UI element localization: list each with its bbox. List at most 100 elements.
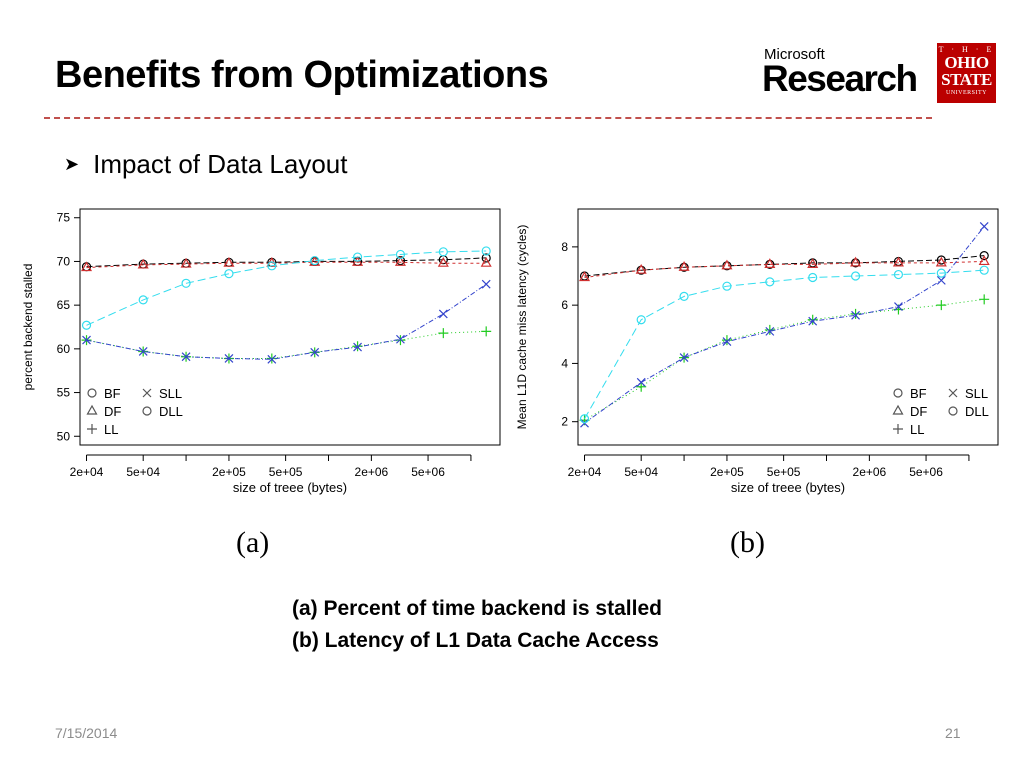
panel-label-a: (a) [236,526,270,559]
chart-a-line-sll [86,283,487,360]
chart-b-legend-label-dll: DLL [965,404,989,419]
chart-a-point-ll [438,328,449,339]
chart-b-legend: BF SLL DF DLL LL [892,386,989,437]
chart-b-point-dll [893,269,904,280]
chart-b-xtick-label: 2e+05 [710,465,744,479]
chart-a-plot-frame [79,208,501,446]
chart-b-point-sll [679,353,689,363]
chart-b-point-sll [765,326,775,336]
chart-b-line-bf [584,255,985,277]
chart-b-legend-label-bf: BF [910,386,927,401]
chart-b-point-ll [636,381,647,392]
chart-b-legend-label-df: DF [910,404,927,419]
chart-a-xtick-label: 5e+04 [126,465,160,479]
chart-b-point-dll [850,271,861,281]
chart-b-point-dll [579,414,590,424]
chart-b-point-df [935,256,947,267]
chart-a-point-df [352,256,364,266]
chart-a-legend-marker-df [86,404,98,415]
chart-b-point-df [678,261,690,271]
chart-b-point-df [978,255,990,266]
chart-a-point-dll [138,295,148,305]
chart-b-line-ll [584,298,985,421]
chart-a-point-bf [481,253,491,263]
osu-ohio-text: OHIO [944,53,989,72]
osu-state-text: STATE [941,70,992,89]
chart-a-point-dll [352,252,363,262]
chart-a-legend-label-bf: BF [104,386,121,401]
chart-a-point-df [437,256,449,267]
chart-a-line-dll [86,250,487,326]
chart-a-point-dll [181,278,191,288]
chart-b-legend-marker-sll [948,388,958,398]
chart-b-xtick-label: 2e+06 [853,465,887,479]
chart-a-legend-marker-ll [87,424,97,434]
chart-a-backend-stalled: 50 55 60 65 70 75 2e+04 5e+04 2e+05 5e+05 2e+06 5e+… [21,208,501,495]
chart-a-legend-marker-dll [142,406,152,416]
microsoft-research-logo: Microsoft Research [762,46,932,102]
bullet-text: Impact of Data Layout [93,149,348,179]
chart-b-point-ll [850,308,861,319]
chart-a-ytick-label: 65 [57,298,71,312]
chart-a-xtick-label: 2e+05 [212,465,246,479]
chart-a-series-dll [81,246,491,330]
chart-b-point-sll [894,302,903,312]
chart-a-ytick-label: 70 [57,254,71,268]
chart-b-point-dll [936,268,946,278]
chart-a-point-df [309,256,321,266]
chart-a-point-df [480,256,492,267]
chart-a-point-df [137,258,149,269]
chart-b-point-sll [979,222,989,231]
chart-b-plot-frame [577,208,999,446]
chart-b-point-ll [936,300,947,311]
chart-a-legend-label-ll: LL [104,422,118,437]
chart-b-point-bf [936,255,946,265]
chart-b-y-axis-label: Mean L1D cache miss latency (cycles) [515,225,529,430]
chart-b-point-df [635,263,647,274]
chart-a-legend-marker-bf [87,388,97,398]
chart-b-xtick-label: 2e+04 [568,465,602,479]
chart-b-legend-marker-df [892,404,904,415]
chart-a-point-dll [81,320,92,330]
chart-a-point-sll [181,352,191,362]
chart-b-legend-marker-dll [948,406,958,416]
panel-label-b: (b) [730,526,765,559]
chart-a-x-axis-label: size of treee (bytes) [233,480,347,495]
chart-a-point-df [80,261,93,272]
chart-a-point-sll [438,309,448,319]
chart-a-ytick-label: 75 [57,211,71,225]
osu-university-text: UNIVERSITY [946,90,987,96]
osu-the-text: T · H · E [938,45,995,54]
chart-a-point-sll [138,347,148,356]
chart-a-xtick-label: 5e+06 [411,465,445,479]
chart-a-point-ll [352,341,363,352]
chart-a-line-bf [86,257,487,268]
chart-a-line-ll [86,330,487,359]
caption-a: (a) Percent of time backend is stalled [292,597,662,620]
chart-b-point-sll [851,310,860,320]
chart-a-point-sll [267,354,277,364]
chart-b-point-dll [808,272,818,283]
chart-b-point-dll [722,281,732,291]
chart-b-ytick-label: 4 [561,356,568,370]
chart-b-xtick-label: 5e+06 [909,465,943,479]
research-wordmark: Research [762,58,918,99]
slide-title: Benefits from Optimizations [55,54,549,96]
chart-a-xtick-label: 5e+05 [269,465,303,479]
chart-b-series-ll [579,294,990,426]
chart-a-ytick-label: 60 [57,342,71,356]
chart-b-point-df [807,258,819,268]
chart-a-point-dll [481,246,491,256]
chart-a-point-dll [267,261,277,271]
chart-a-point-dll [310,255,320,266]
chart-b-point-sll [936,275,946,285]
chart-a-xtick-label: 2e+04 [70,465,104,479]
chart-b-ytick-label: 6 [561,298,568,312]
chart-b-point-df [578,271,591,282]
chart-a-point-df [223,256,235,267]
chart-b-x-axis-label: size of treee (bytes) [731,480,845,495]
chart-a-legend-label-sll: SLL [159,386,182,401]
microsoft-wordmark: Microsoft [764,46,825,63]
chart-b-xtick-label: 5e+04 [624,465,658,479]
chart-b-point-ll [979,294,990,305]
